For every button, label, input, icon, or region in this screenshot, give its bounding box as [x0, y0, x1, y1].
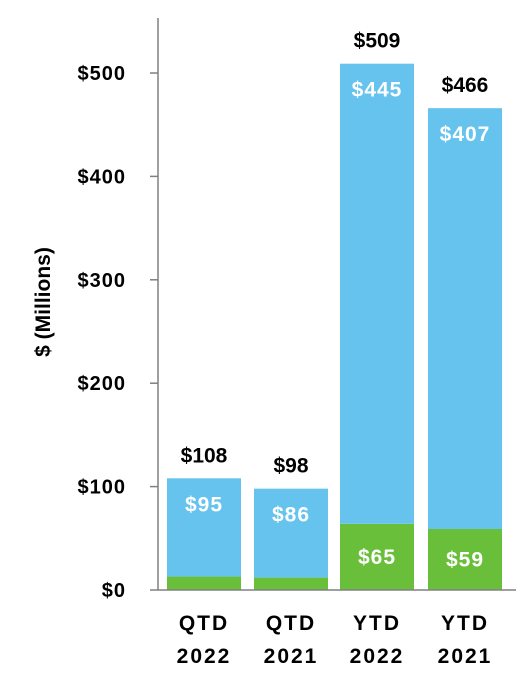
- y-tick-label: $100: [78, 477, 127, 499]
- y-axis-title: $ (Millions): [32, 247, 55, 357]
- x-labels-group: QTD 2022 QTD 2021 YTD 2022 YTD 2021: [177, 612, 493, 668]
- total-value-label: $509: [354, 30, 401, 53]
- x-category-label: YTD: [353, 612, 401, 635]
- bar-segment: [428, 108, 502, 529]
- y-tick-label: $300: [78, 270, 127, 292]
- segment-value-label: $59: [446, 548, 484, 571]
- total-value-label: $98: [273, 455, 308, 478]
- bar-segment: [167, 478, 241, 577]
- bar-segment: [340, 63, 414, 524]
- y-tick-label: $400: [78, 166, 127, 188]
- x-category-label: 2022: [177, 645, 232, 668]
- y-tick-label: $200: [78, 373, 127, 395]
- segment-value-label: $65: [358, 546, 396, 569]
- bar-segment: [428, 528, 502, 590]
- x-category-label: 2022: [350, 645, 405, 668]
- x-category-label: QTD: [266, 612, 316, 635]
- bar-segment: [254, 488, 328, 578]
- segment-value-label: $86: [272, 504, 310, 527]
- bar-segment: [340, 523, 414, 590]
- x-category-label: QTD: [179, 612, 229, 635]
- total-value-label: $108: [181, 444, 228, 467]
- bar-segment: [254, 577, 328, 590]
- segment-value-label: $407: [440, 123, 491, 146]
- y-tick-label: $0: [102, 580, 126, 602]
- bar-segment: [167, 576, 241, 590]
- x-category-label: YTD: [441, 612, 489, 635]
- y-ticks-group: $0 $100 $200 $300 $400 $500: [78, 63, 158, 602]
- x-category-label: 2021: [438, 645, 493, 668]
- total-value-label: $466: [442, 74, 489, 97]
- segment-value-label: $95: [185, 493, 223, 516]
- bars-group: [167, 63, 502, 590]
- y-tick-label: $500: [78, 63, 127, 85]
- x-category-label: 2021: [264, 645, 319, 668]
- labels-group: $95 $108 $86 $98 $65 $445 $509 $59 $407 $466: [181, 30, 491, 572]
- segment-value-label: $445: [352, 79, 403, 102]
